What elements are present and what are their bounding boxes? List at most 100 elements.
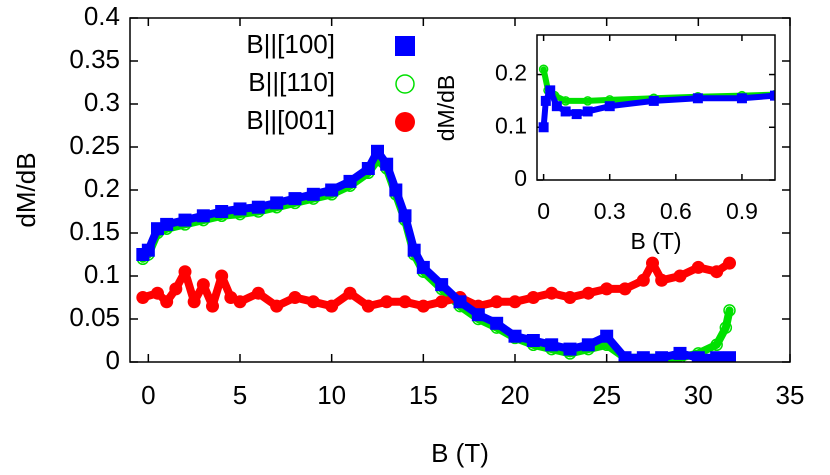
inset-x-axis-label: B (T): [630, 228, 681, 254]
marker: [160, 295, 174, 309]
marker: [560, 106, 571, 117]
y-tick-label: 0.1: [84, 259, 120, 289]
inset-plot: B (T) dM/dB 0 0.3 0.6 0.9 0 0.1 0.2: [433, 34, 776, 254]
y-tick-label: 0.1: [495, 112, 527, 138]
marker: [563, 291, 577, 304]
marker: [361, 299, 375, 313]
marker: [648, 95, 659, 106]
marker: [187, 295, 201, 309]
marker: [196, 278, 210, 292]
marker: [646, 256, 659, 270]
marker: [545, 338, 559, 352]
marker: [560, 96, 571, 106]
y-tick-label: 0.05: [69, 302, 120, 332]
marker: [655, 351, 669, 362]
marker: [673, 346, 687, 360]
marker: [723, 351, 736, 362]
marker: [508, 329, 522, 343]
marker: [398, 209, 412, 223]
marker: [770, 90, 775, 101]
x-tick-label: 0.6: [660, 198, 692, 224]
marker: [538, 122, 549, 133]
marker: [490, 316, 504, 330]
y-tick-label: 0.3: [84, 87, 120, 117]
series-line: [138, 155, 734, 362]
marker: [407, 243, 421, 257]
plot-frame: [129, 17, 791, 363]
marker: [435, 278, 449, 292]
x-tick-label: 0.9: [726, 198, 758, 224]
marker: [371, 144, 384, 158]
x-tick-label: 0: [141, 380, 155, 410]
x-tick-label: 30: [684, 380, 713, 410]
marker: [618, 351, 632, 362]
legend-marker: [395, 74, 415, 94]
marker: [600, 282, 614, 296]
marker: [719, 321, 733, 334]
marker: [691, 351, 705, 362]
marker: [582, 106, 593, 117]
marker: [306, 295, 320, 309]
legend-marker: [395, 112, 415, 132]
marker: [692, 93, 703, 104]
marker: [545, 85, 556, 96]
marker: [136, 291, 150, 304]
x-tick-label: 25: [592, 380, 621, 410]
legend-label: B||[001]: [246, 105, 335, 135]
marker: [306, 187, 320, 201]
marker: [526, 334, 540, 347]
x-tick-label: 5: [233, 380, 247, 410]
marker: [673, 269, 687, 283]
marker: [151, 286, 164, 300]
marker: [270, 196, 284, 210]
x-tick-label: 10: [317, 380, 346, 410]
y-tick-label: 0.2: [84, 173, 120, 203]
marker: [416, 260, 430, 274]
marker: [361, 162, 375, 175]
x-axis-label: B (T): [431, 438, 489, 468]
marker: [538, 64, 549, 75]
marker: [389, 183, 403, 197]
marker: [723, 256, 736, 270]
x-tick-label: 0.3: [594, 198, 626, 224]
marker: [325, 183, 339, 197]
marker: [233, 295, 247, 309]
marker: [655, 273, 669, 287]
legend-label: B||[110]: [248, 67, 335, 97]
marker: [526, 291, 540, 304]
marker: [710, 351, 724, 362]
x-tick-label: 35: [776, 380, 805, 410]
legend-label: B||[100]: [246, 29, 335, 59]
marker: [206, 299, 219, 313]
marker: [160, 217, 174, 231]
x-tick-label: 15: [409, 380, 438, 410]
marker: [571, 109, 582, 120]
y-tick-label: 0.35: [69, 44, 120, 74]
marker: [691, 260, 705, 274]
marker: [551, 101, 562, 112]
x-tick-label: 0: [537, 198, 550, 224]
marker: [736, 93, 747, 104]
marker: [178, 213, 192, 227]
marker: [169, 282, 183, 296]
marker: [563, 342, 577, 356]
y-tick-label: 0: [106, 345, 120, 375]
main-plot: B (T) dM/dB 0 5 10 15 20 25 30 35 0 0.05 0.1 0.15 0.…: [11, 1, 805, 468]
marker: [636, 273, 650, 287]
marker: [723, 304, 736, 317]
marker: [380, 295, 394, 309]
marker: [215, 205, 229, 218]
marker: [540, 95, 551, 106]
marker: [178, 265, 192, 279]
marker: [343, 286, 357, 300]
y-tick-label: 0: [514, 165, 527, 191]
marker: [288, 192, 302, 206]
marker: [251, 200, 265, 214]
marker: [233, 202, 247, 216]
inset-y-axis-label: dM/dB: [433, 75, 459, 141]
marker: [251, 286, 265, 300]
marker: [141, 243, 155, 257]
y-tick-label: 0.15: [69, 216, 120, 246]
legend-marker: [395, 36, 415, 56]
marker: [581, 286, 595, 300]
